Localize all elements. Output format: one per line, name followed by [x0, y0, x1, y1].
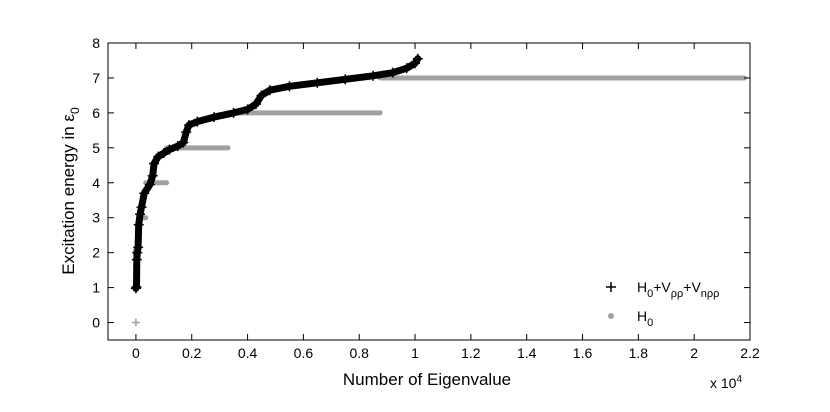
y-axis-label-symbol: ε [59, 114, 78, 122]
x-tick-label: 0.4 [238, 345, 258, 361]
y-tick-label: 0 [92, 315, 100, 331]
x-axis-multiplier-base: x 10 [710, 375, 737, 391]
x-axis-multiplier-exponent: 4 [736, 374, 742, 385]
plot-frame [107, 42, 751, 341]
full-hamiltonian-curve [132, 55, 422, 292]
legend-subscript: 0 [647, 288, 653, 300]
y-tick-label: 2 [92, 245, 100, 261]
x-axis-multiplier: x 104 [710, 374, 742, 391]
x-tick-label: 0.2 [182, 345, 202, 361]
x-tick-label: 2.2 [740, 345, 760, 361]
y-tick-label: 1 [92, 280, 100, 296]
x-tick-label: 1 [411, 345, 419, 361]
y-axis-label-subscript: 0 [68, 107, 82, 114]
x-axis-label: Number of Eigenvalue [343, 370, 511, 389]
legend-text: H [637, 308, 647, 324]
y-tick-label: 3 [92, 210, 100, 226]
legend-subscript: nρρ [701, 288, 720, 300]
legend-subscript: ρρ [671, 288, 684, 300]
y-tick-label: 6 [92, 105, 100, 121]
x-tick-label: 1.2 [461, 345, 481, 361]
x-tick-label: 0.6 [294, 345, 314, 361]
x-tick-label: 1.6 [573, 345, 593, 361]
y-axis-label-text: Excitation energy in [59, 122, 78, 275]
legend-marker-dot [608, 313, 614, 319]
legend-text: +V [653, 279, 671, 295]
legend-label-full-hamiltonian: H0+Vρρ+Vnρρ [637, 279, 719, 300]
x-tick-label: 1.4 [517, 345, 537, 361]
x-tick-label: 0.8 [349, 345, 369, 361]
y-axis-label: Excitation energy in ε0 [59, 107, 82, 275]
x-tick-label: 0 [132, 345, 140, 361]
y-tick-label: 4 [92, 175, 100, 191]
y-tick-label: 5 [92, 140, 100, 156]
plot-content [130, 53, 747, 327]
y-tick-label: 8 [92, 35, 100, 51]
axes: 0 0.2 0.4 0.6 0.8 1 1.2 1.4 1.6 1.8 2 2.2 0 1 2 3 4 5 6 7 8 [92, 35, 760, 361]
y-tick-label: 7 [92, 70, 100, 86]
labels: Number of Eigenvalue Excitation energy i… [59, 107, 742, 391]
x-tick-label: 2 [690, 345, 698, 361]
legend-subscript: 0 [647, 317, 653, 329]
legend-label-h0: H0 [637, 308, 653, 329]
legend-text: H [637, 279, 647, 295]
x-tick-label: 1.8 [629, 345, 649, 361]
legend-text: +V [683, 279, 701, 295]
